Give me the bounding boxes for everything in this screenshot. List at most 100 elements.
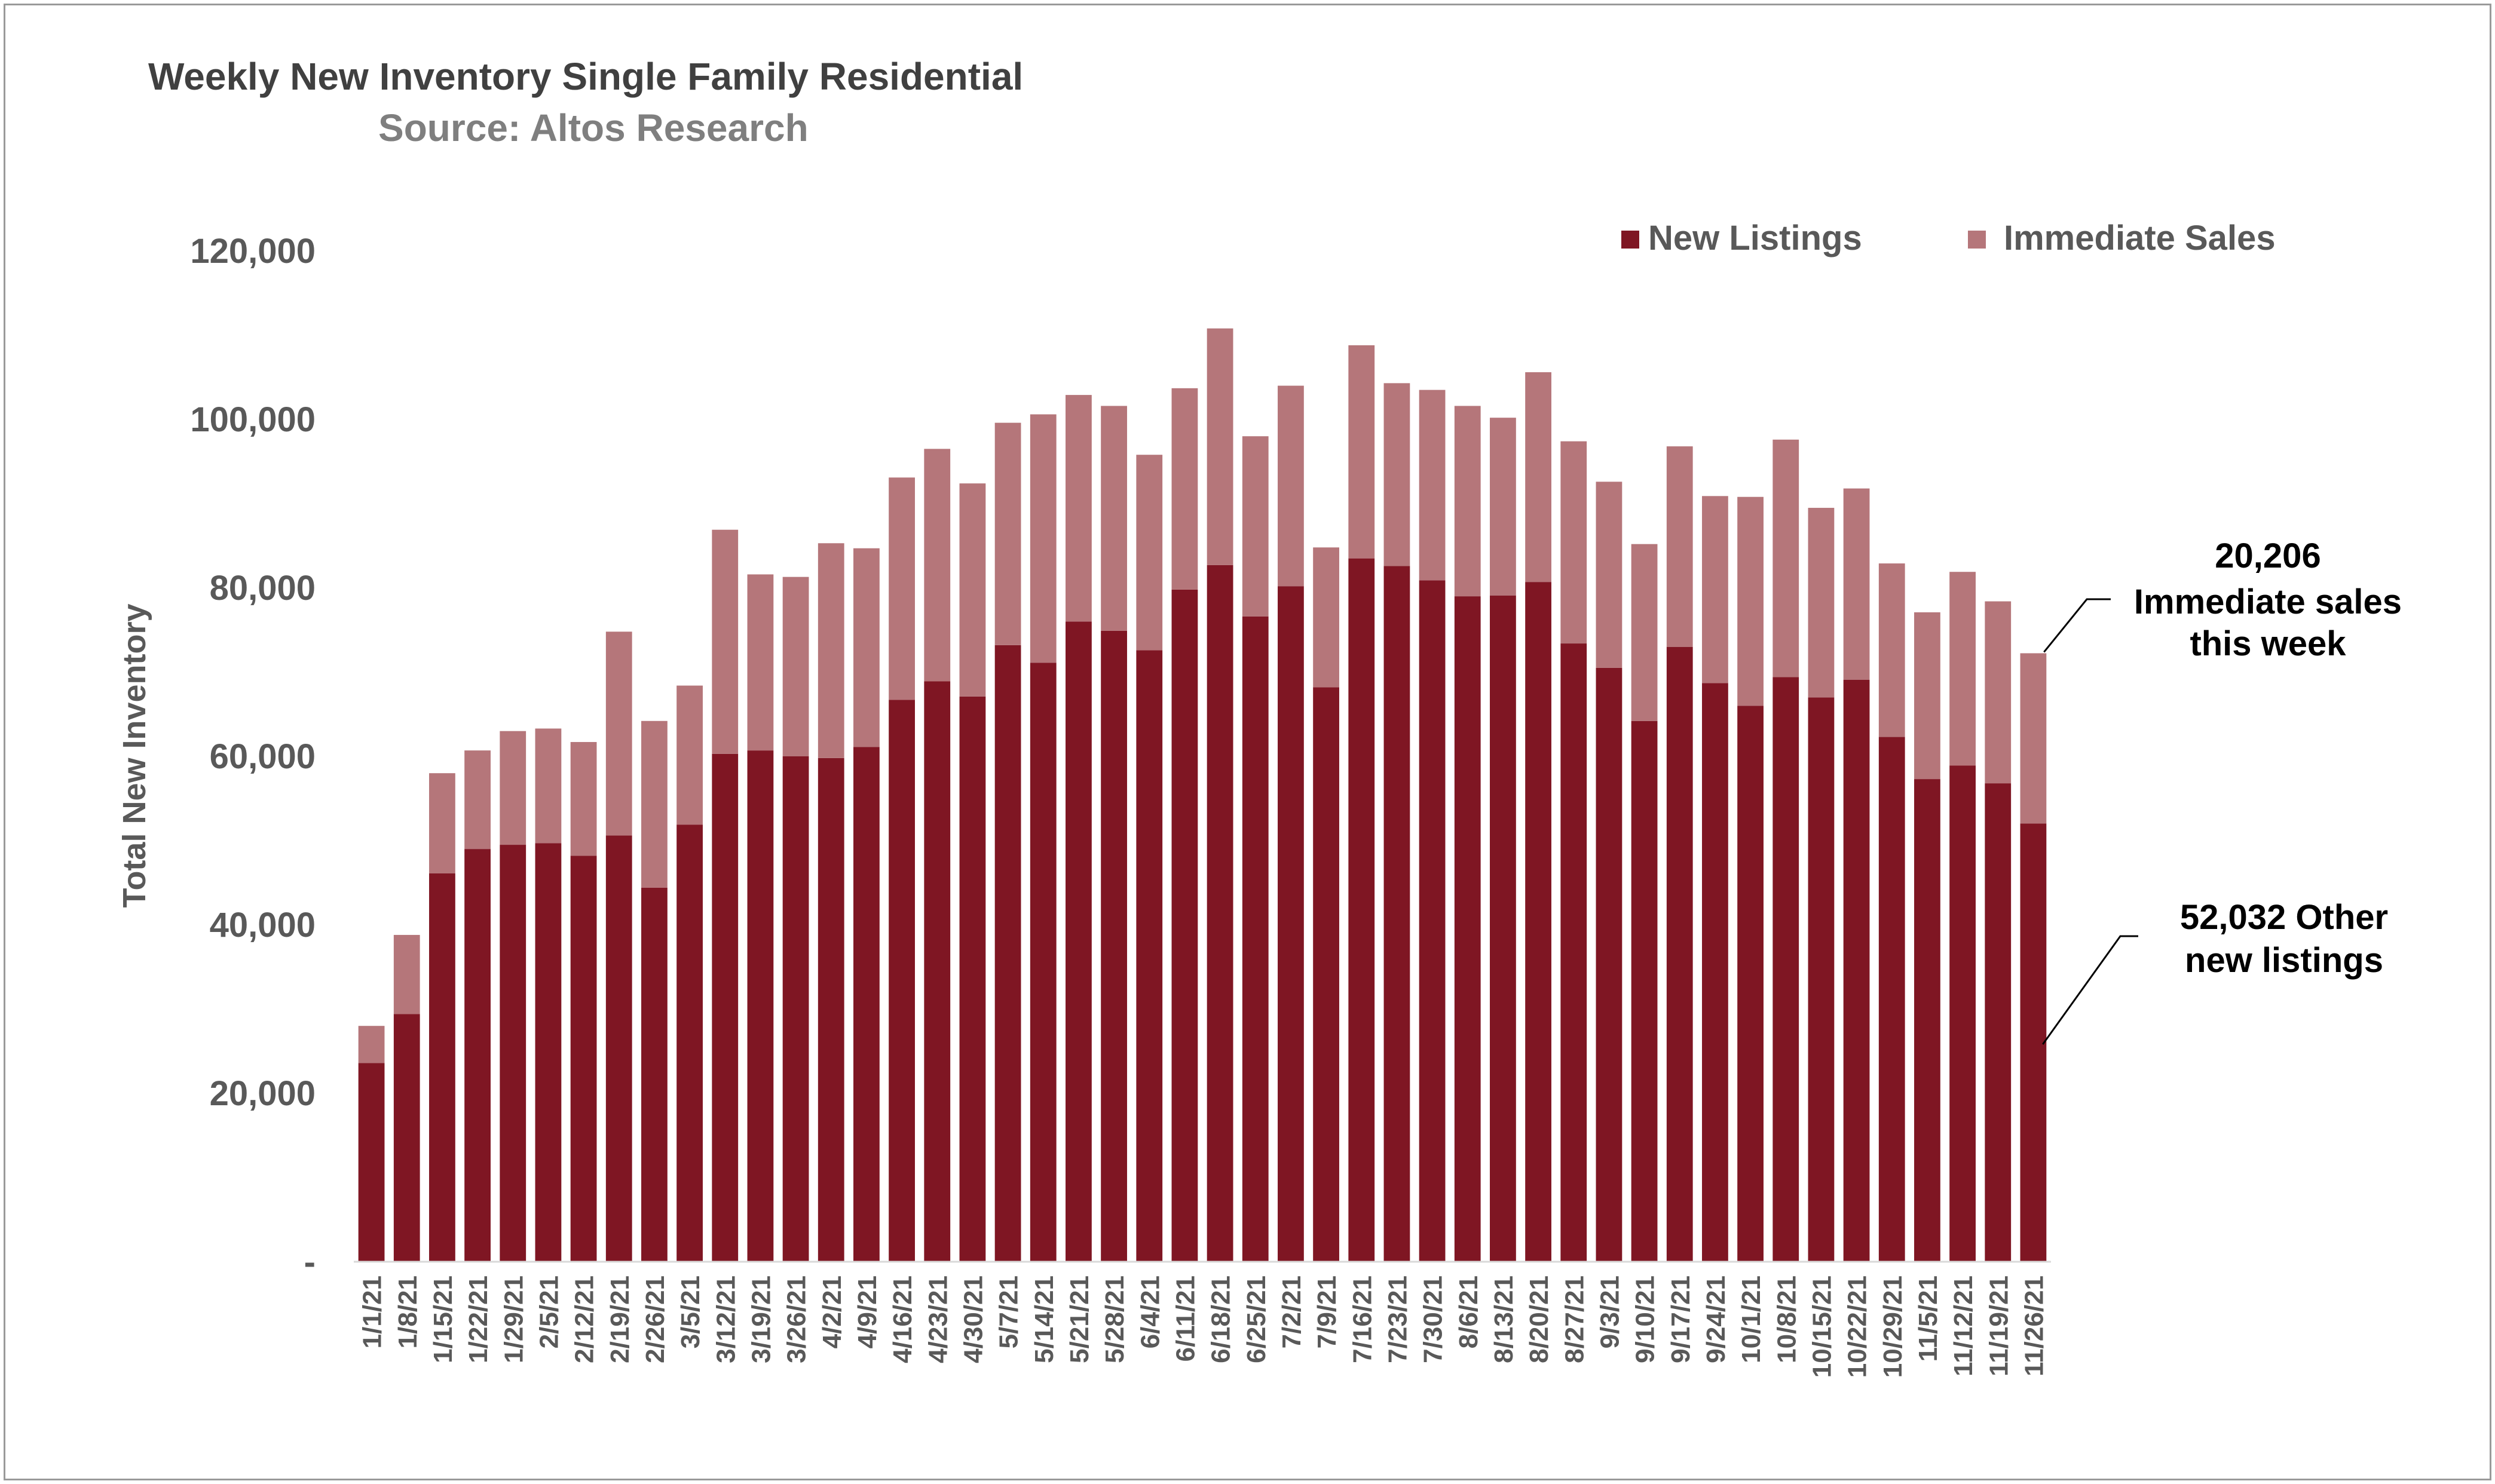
bar-immediate-sales — [1454, 406, 1481, 597]
bar-new-listings — [1949, 765, 1976, 1262]
x-tick-label: 5/28/21 — [1100, 1275, 1129, 1363]
bar-new-listings — [1136, 650, 1163, 1262]
x-tick-label: 1/29/21 — [499, 1275, 528, 1363]
x-tick-label: 1/1/21 — [358, 1275, 387, 1348]
bar-immediate-sales — [1171, 388, 1198, 590]
bar-immediate-sales — [429, 773, 455, 873]
bar-new-listings — [605, 835, 632, 1262]
x-tick-label: 2/19/21 — [605, 1275, 635, 1363]
bar-immediate-sales — [358, 1026, 385, 1063]
bar-immediate-sales — [393, 934, 420, 1014]
x-tick-label: 9/10/21 — [1631, 1275, 1660, 1363]
annotation-leader-new-listings — [2042, 935, 2138, 1045]
bar-new-listings — [500, 845, 526, 1262]
x-tick-label: 11/12/21 — [1949, 1275, 1978, 1376]
bar-new-listings — [1772, 677, 1799, 1262]
bar-new-listings — [853, 747, 880, 1262]
x-tick-label: 4/16/21 — [888, 1275, 917, 1363]
legend-label-new-listings: New Listings — [1648, 219, 1862, 257]
bar-immediate-sales — [1985, 601, 2012, 784]
bar-immediate-sales — [1666, 446, 1693, 647]
x-tick-label: 3/5/21 — [676, 1275, 705, 1348]
bar-new-listings — [570, 856, 597, 1262]
bar-new-listings — [1454, 596, 1481, 1262]
bar-immediate-sales — [570, 742, 597, 856]
bar-immediate-sales — [782, 577, 809, 756]
x-tick-label: 8/6/21 — [1454, 1275, 1483, 1348]
x-tick-label: 4/30/21 — [959, 1275, 988, 1363]
y-tick-label: 40,000 — [210, 906, 316, 945]
bar-new-listings — [1101, 630, 1127, 1262]
bar-immediate-sales — [1383, 383, 1410, 566]
bar-new-listings — [1631, 720, 1658, 1262]
bar-immediate-sales — [500, 731, 526, 845]
x-tick-label: 6/4/21 — [1135, 1275, 1165, 1348]
bar-immediate-sales — [1207, 328, 1233, 565]
chart-title: Weekly New Inventory Single Family Resid… — [148, 55, 1023, 98]
bar-immediate-sales — [1525, 372, 1551, 582]
x-tick-label: 10/8/21 — [1772, 1275, 1801, 1363]
x-tick-label: 6/18/21 — [1207, 1275, 1236, 1363]
bar-immediate-sales — [1596, 482, 1622, 668]
x-tick-label: 10/1/21 — [1737, 1275, 1766, 1363]
bar-new-listings — [1702, 683, 1728, 1262]
bar-immediate-sales — [1772, 439, 1799, 677]
bar-immediate-sales — [464, 750, 491, 850]
bar-new-listings — [994, 645, 1021, 1262]
annotation-new-listings-line: new listings — [2185, 941, 2383, 980]
x-tick-label: 10/15/21 — [1807, 1275, 1836, 1378]
bar-immediate-sales — [676, 685, 703, 825]
bar-immediate-sales — [535, 728, 562, 844]
annotation-immediate-sales-line: 20,206 — [2215, 536, 2320, 575]
bar-new-listings — [1843, 679, 1870, 1262]
x-tick-label: 9/24/21 — [1701, 1275, 1731, 1363]
bar-immediate-sales — [1101, 406, 1127, 631]
x-tick-label: 2/26/21 — [641, 1275, 670, 1363]
bar-new-listings — [1030, 663, 1057, 1262]
x-tick-label: 3/26/21 — [782, 1275, 812, 1363]
bar-new-listings — [1525, 582, 1551, 1262]
bar-immediate-sales — [1808, 508, 1835, 698]
legend-swatch-new-listings — [1621, 231, 1639, 249]
bar-immediate-sales — [1030, 414, 1057, 663]
bar-new-listings — [712, 753, 739, 1262]
x-axis-ticks: 1/1/21 1/8/21 1/15/21 1/22/21 1/29/21 2/5/21 2… — [358, 1275, 2049, 1378]
x-tick-label: 5/14/21 — [1030, 1275, 1059, 1363]
x-tick-label: 7/9/21 — [1312, 1275, 1342, 1348]
bar-immediate-sales — [1878, 563, 1905, 737]
bar-immediate-sales — [1066, 395, 1092, 622]
x-tick-label: 3/19/21 — [746, 1275, 776, 1363]
bar-new-listings — [429, 873, 455, 1262]
y-tick-label: 100,000 — [190, 400, 316, 439]
x-tick-label: 9/17/21 — [1666, 1275, 1695, 1363]
bar-immediate-sales — [889, 477, 915, 700]
legend: New Listings Immediate Sales — [1621, 219, 2276, 257]
bar-immediate-sales — [1278, 385, 1304, 587]
bar-immediate-sales — [1737, 496, 1764, 706]
x-tick-label: 10/29/21 — [1878, 1275, 1908, 1378]
annotation-leader-immediate-sales — [2043, 598, 2111, 653]
bar-new-listings — [924, 681, 951, 1262]
y-axis-ticks: - 20,000 40,000 60,000 80,000 100,000 120,000 — [190, 232, 316, 1281]
bar-new-listings — [818, 758, 844, 1262]
bar-immediate-sales — [2020, 653, 2047, 824]
bar-immediate-sales — [853, 548, 880, 747]
bar-new-listings — [1313, 687, 1339, 1262]
y-tick-label: 80,000 — [210, 569, 316, 608]
x-tick-label: 8/13/21 — [1489, 1275, 1519, 1363]
bar-immediate-sales — [1702, 496, 1728, 683]
bar-new-listings — [889, 700, 915, 1262]
x-tick-label: 4/9/21 — [853, 1275, 882, 1348]
annotation-immediate-sales-line: Immediate sales — [2134, 582, 2402, 621]
bars — [358, 328, 2047, 1262]
bar-new-listings — [535, 843, 562, 1262]
bar-new-listings — [1348, 558, 1375, 1262]
bar-immediate-sales — [1136, 455, 1163, 651]
bar-immediate-sales — [1560, 441, 1587, 644]
x-tick-label: 1/15/21 — [428, 1275, 458, 1363]
x-tick-label: 10/22/21 — [1843, 1275, 1872, 1378]
x-tick-label: 8/20/21 — [1524, 1275, 1554, 1363]
bar-new-listings — [1808, 697, 1835, 1262]
bar-new-listings — [782, 756, 809, 1262]
x-tick-label: 8/27/21 — [1560, 1275, 1589, 1363]
